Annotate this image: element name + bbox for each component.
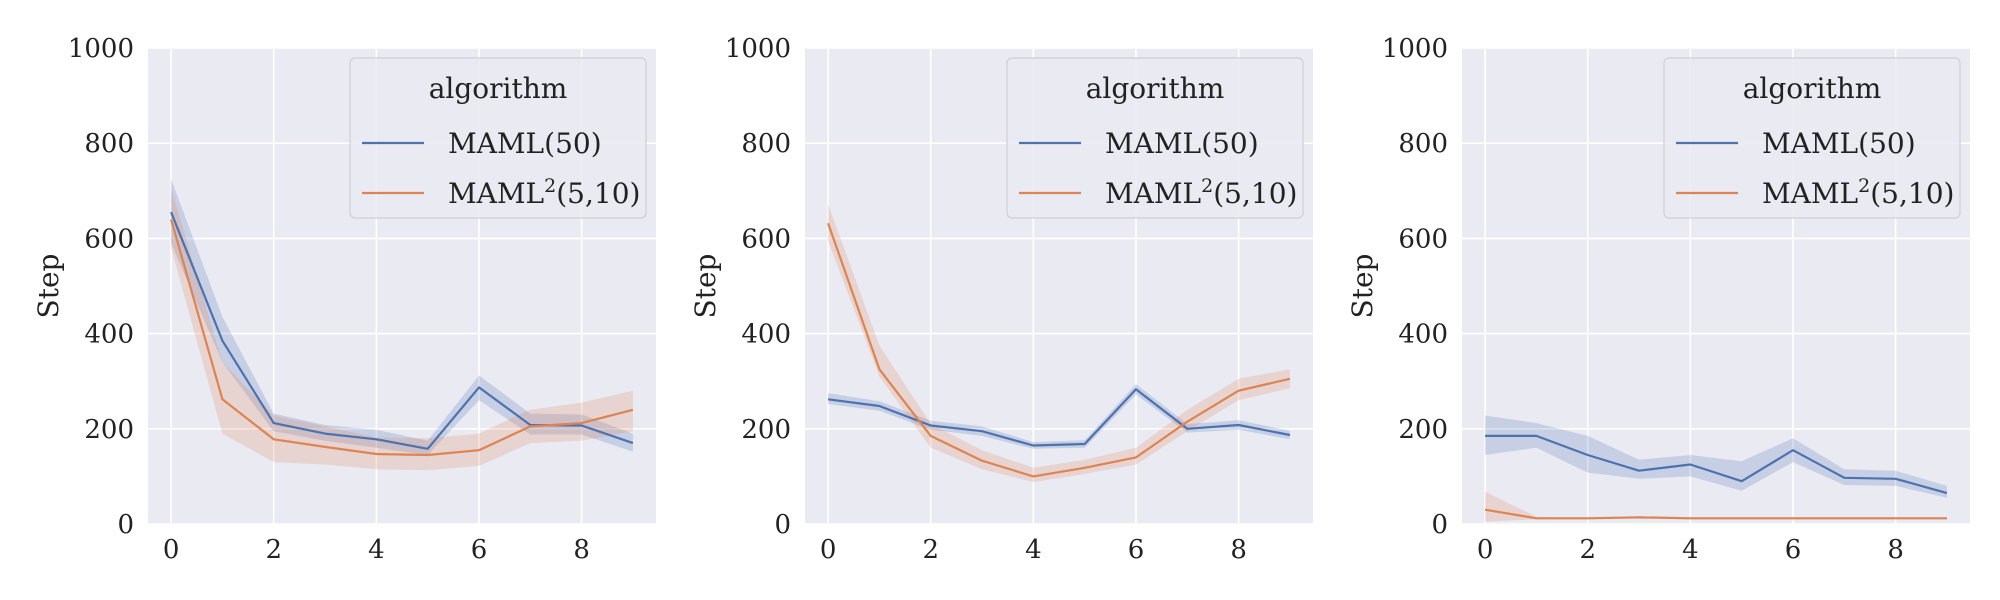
y-tick-label: 0 [774,510,791,540]
x-tick-label: 4 [368,535,385,565]
legend-box [1006,57,1304,219]
series-line-2 [1484,508,1947,520]
x-tick-label: 2 [1579,535,1596,565]
legend: algorithm MAML(50) MAML2(5,10) [1006,57,1304,219]
x-tick-label: 0 [820,535,837,565]
legend-entry-1: MAML(50) [1762,127,1916,160]
y-tick-label: 200 [741,415,791,445]
y-tick-label: 1000 [725,34,791,64]
x-tick-label: 6 [471,535,488,565]
legend-title: algorithm [1743,72,1882,105]
y-axis-label: Step [32,254,65,319]
x-tick-label: 0 [163,535,180,565]
y-tick-label: 400 [741,320,791,350]
y-tick-label: 1000 [1382,34,1448,64]
y-tick-label: 0 [117,510,134,540]
x-tick-label: 6 [1785,535,1802,565]
y-tick-label: 200 [84,415,134,445]
y-tick-label: 800 [84,129,134,159]
x-tick-label: 8 [573,535,590,565]
legend-entry-2: MAML2(5,10) [1105,175,1297,210]
legend: algorithm MAML(50) MAML2(5,10) [349,57,647,219]
x-tick-label: 8 [1887,535,1904,565]
x-tick-label: 2 [265,535,282,565]
x-tick-label: 4 [1682,535,1699,565]
series-band-1 [1485,415,1947,498]
y-tick-label: 1000 [68,34,134,64]
y-axis-label: Step [1346,254,1379,319]
chart-panel-3: 0 2 4 6 8 0 200 400 600 800 1000 Step algorithm MAML(… [1346,34,1970,565]
series-line-1 [1485,434,1948,495]
y-tick-label: 400 [1398,320,1448,350]
x-tick-label: 2 [922,535,939,565]
legend-box [1663,57,1961,219]
legend: algorithm MAML(50) MAML2(5,10) [1663,57,1961,219]
legend-title: algorithm [1086,72,1225,105]
y-axis-label: Step [689,254,722,319]
y-tick-label: 0 [1431,510,1448,540]
y-tick-label: 400 [84,320,134,350]
y-tick-label: 600 [1398,224,1448,254]
legend-title: algorithm [429,72,568,105]
series-line-2 [170,219,634,457]
y-tick-label: 200 [1398,415,1448,445]
x-tick-label: 0 [1477,535,1494,565]
legend-entry-2: MAML2(5,10) [448,175,640,210]
x-tick-label: 6 [1128,535,1145,565]
x-tick-label: 8 [1230,535,1247,565]
series-line-2 [827,222,1291,478]
legend-entry-1: MAML(50) [448,127,602,160]
y-tick-label: 800 [1398,129,1448,159]
series-line-1 [827,388,1291,447]
y-tick-label: 600 [84,224,134,254]
y-tick-label: 800 [741,129,791,159]
legend-entry-1: MAML(50) [1105,127,1259,160]
y-tick-label: 600 [741,224,791,254]
chart-panel-1: 0 2 4 6 8 0 200 400 600 800 1000 Step algorithm MAML(… [32,34,656,565]
legend-box [349,57,647,219]
legend-entry-2: MAML2(5,10) [1762,175,1954,210]
chart-panel-2: 0 2 4 6 8 0 200 400 600 800 1000 Step algorithm MAML(… [689,34,1313,565]
x-tick-label: 4 [1025,535,1042,565]
